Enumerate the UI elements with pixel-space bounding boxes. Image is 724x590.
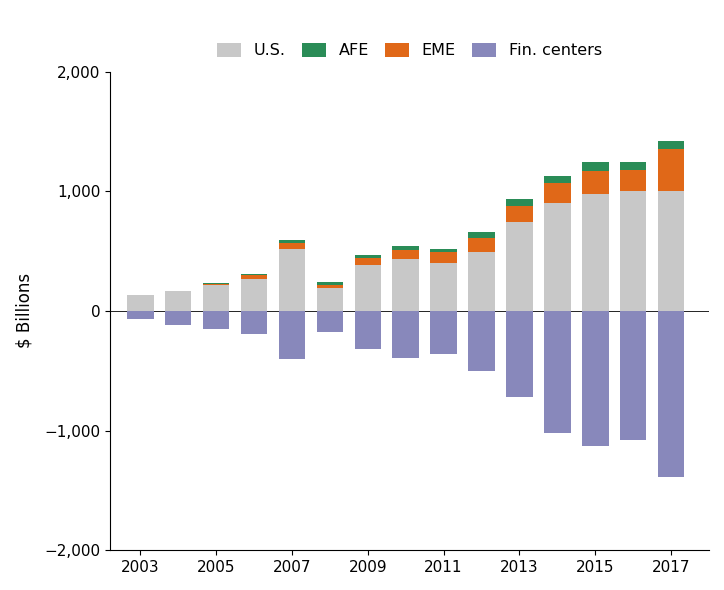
Bar xyxy=(316,288,343,311)
Bar xyxy=(506,199,533,205)
Bar xyxy=(127,296,153,311)
Bar xyxy=(544,183,571,203)
Bar xyxy=(658,311,684,477)
Bar xyxy=(392,260,419,311)
Bar xyxy=(392,245,419,250)
Bar xyxy=(620,191,647,311)
Bar xyxy=(544,176,571,183)
Bar xyxy=(468,311,494,371)
Bar xyxy=(430,263,457,311)
Bar xyxy=(582,171,609,194)
Bar xyxy=(658,149,684,191)
Bar xyxy=(279,248,306,311)
Bar xyxy=(468,238,494,253)
Bar xyxy=(355,311,381,349)
Y-axis label: $ Billions: $ Billions xyxy=(15,273,33,349)
Bar xyxy=(430,311,457,354)
Bar xyxy=(506,205,533,222)
Bar xyxy=(582,194,609,311)
Bar xyxy=(316,311,343,332)
Bar xyxy=(165,290,191,311)
Bar xyxy=(316,282,343,284)
Bar xyxy=(279,240,306,242)
Bar xyxy=(203,284,230,311)
Bar xyxy=(241,275,267,278)
Bar xyxy=(544,311,571,433)
Bar xyxy=(430,253,457,263)
Bar xyxy=(620,162,647,170)
Bar xyxy=(355,266,381,311)
Bar xyxy=(241,274,267,275)
Bar xyxy=(203,311,230,329)
Bar xyxy=(355,258,381,266)
Bar xyxy=(316,284,343,288)
Bar xyxy=(165,311,191,325)
Bar xyxy=(544,203,571,311)
Legend: U.S., AFE, EME, Fin. centers: U.S., AFE, EME, Fin. centers xyxy=(211,37,608,65)
Bar xyxy=(279,311,306,359)
Bar xyxy=(506,311,533,397)
Bar xyxy=(392,311,419,358)
Bar xyxy=(392,250,419,260)
Bar xyxy=(203,283,230,284)
Bar xyxy=(241,311,267,334)
Bar xyxy=(658,191,684,311)
Bar xyxy=(658,141,684,149)
Bar xyxy=(127,311,153,319)
Bar xyxy=(468,232,494,238)
Bar xyxy=(355,255,381,258)
Bar xyxy=(506,222,533,311)
Bar xyxy=(279,242,306,248)
Bar xyxy=(620,170,647,191)
Bar xyxy=(620,311,647,440)
Bar xyxy=(582,162,609,171)
Bar xyxy=(241,278,267,311)
Bar xyxy=(582,311,609,446)
Bar xyxy=(430,248,457,253)
Bar xyxy=(468,253,494,311)
